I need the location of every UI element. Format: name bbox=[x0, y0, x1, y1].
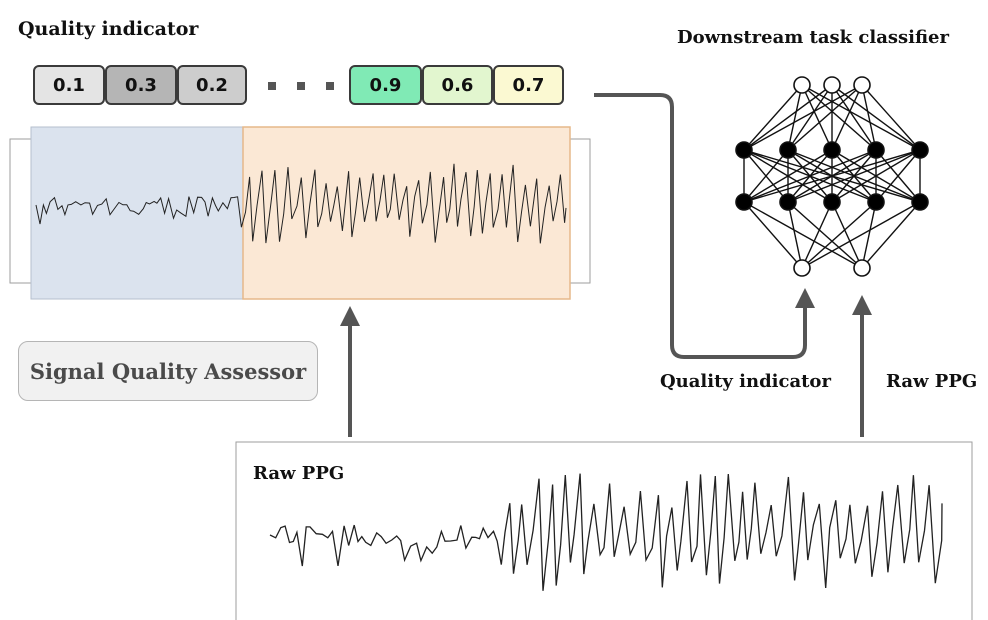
assessed-signal-panel bbox=[9, 126, 591, 300]
arrow-quality-to-classifier bbox=[594, 93, 815, 359]
nn-connection bbox=[831, 84, 877, 151]
quality-score-1: 0.1 bbox=[33, 65, 105, 105]
nn-connection bbox=[787, 84, 833, 151]
nn-connection bbox=[801, 201, 833, 269]
nn-node bbox=[823, 141, 841, 159]
nn-connection bbox=[743, 84, 833, 151]
nn-node bbox=[853, 76, 871, 94]
nn-connection bbox=[787, 201, 863, 269]
raw-ppg-arrow-label: Raw PPG bbox=[886, 371, 978, 392]
nn-connection bbox=[861, 84, 877, 151]
ellipsis-dot bbox=[268, 82, 276, 90]
raw-ppg-frame bbox=[235, 441, 973, 620]
nn-connection bbox=[787, 84, 803, 151]
nn-node bbox=[735, 193, 753, 211]
quality-score-3: 0.2 bbox=[177, 65, 247, 105]
raw-ppg-panel-label: Raw PPG bbox=[253, 463, 345, 484]
nn-connection bbox=[787, 201, 803, 269]
nn-node bbox=[735, 141, 753, 159]
neural-network bbox=[735, 76, 929, 277]
nn-connection bbox=[861, 84, 921, 151]
nn-node bbox=[823, 193, 841, 211]
nn-node bbox=[779, 141, 797, 159]
quality-score-5: 0.6 bbox=[422, 65, 493, 105]
nn-node bbox=[867, 141, 885, 159]
nn-connection bbox=[861, 201, 877, 269]
nn-node bbox=[853, 259, 871, 277]
quality-indicator-title: Quality indicator bbox=[18, 18, 199, 40]
nn-node bbox=[793, 259, 811, 277]
nn-node bbox=[867, 193, 885, 211]
quality-score-2: 0.3 bbox=[105, 65, 177, 105]
nn-connection bbox=[743, 84, 863, 151]
nn-connection bbox=[875, 149, 921, 203]
quality-indicator-arrow-label: Quality indicator bbox=[660, 371, 831, 392]
nn-connection bbox=[861, 201, 921, 269]
nn-node bbox=[911, 141, 929, 159]
classifier-title: Downstream task classifier bbox=[677, 27, 949, 48]
nn-connection bbox=[787, 149, 921, 203]
nn-node bbox=[823, 76, 841, 94]
nn-node bbox=[793, 76, 811, 94]
nn-connection bbox=[787, 84, 863, 151]
ellipsis-dot bbox=[326, 82, 334, 90]
nn-connection bbox=[831, 149, 921, 203]
nn-connection bbox=[831, 201, 863, 269]
nn-connection bbox=[743, 149, 789, 203]
nn-connection bbox=[831, 84, 921, 151]
nn-node bbox=[911, 193, 929, 211]
nn-connection bbox=[831, 84, 863, 151]
raw-ppg-panel bbox=[235, 441, 973, 620]
nn-connection bbox=[801, 84, 833, 151]
nn-connection bbox=[801, 201, 877, 269]
nn-connection bbox=[743, 201, 803, 269]
quality-score-4: 0.9 bbox=[349, 65, 422, 105]
nn-connection bbox=[801, 201, 921, 269]
assessed-ppg-waveform bbox=[35, 163, 567, 244]
nn-connection bbox=[743, 84, 803, 151]
ellipsis-dot bbox=[297, 82, 305, 90]
signal-quality-assessor: Signal Quality Assessor bbox=[18, 341, 318, 401]
nn-connection bbox=[743, 149, 877, 203]
nn-connection bbox=[743, 149, 921, 203]
nn-node bbox=[779, 193, 797, 211]
nn-connection bbox=[801, 84, 877, 151]
nn-connection bbox=[801, 84, 921, 151]
nn-connection bbox=[743, 149, 833, 203]
nn-connection bbox=[743, 201, 863, 269]
raw-ppg-waveform bbox=[269, 473, 943, 591]
quality-score-6: 0.7 bbox=[493, 65, 564, 105]
